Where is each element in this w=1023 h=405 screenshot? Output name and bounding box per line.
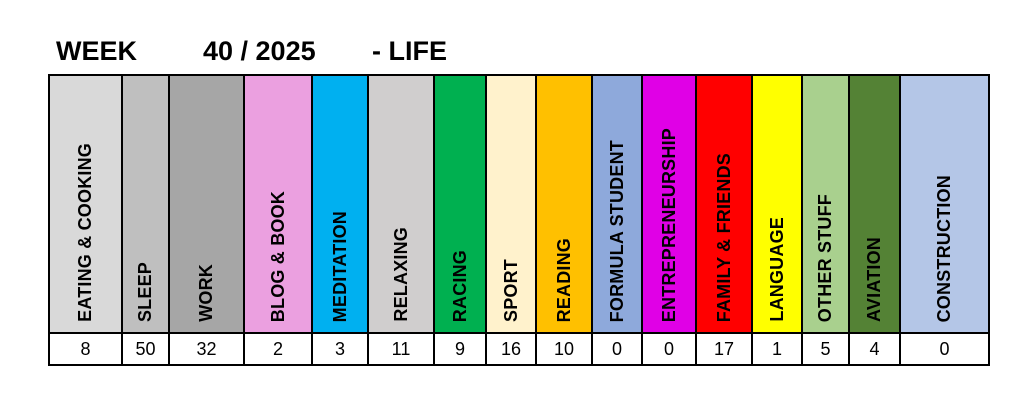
value-cell-sport: 16 (485, 332, 537, 366)
category-label: WORK (196, 264, 216, 322)
value-cell-other-stuff: 5 (801, 332, 850, 366)
value-cell-sleep: 50 (121, 332, 170, 366)
category-cell-sport: SPORT (485, 74, 537, 334)
category-label: AVIATION (864, 237, 884, 322)
value-cell-blog-book: 2 (243, 332, 313, 366)
category-label: OTHER STUFF (815, 193, 835, 322)
value-cell-aviation: 4 (848, 332, 901, 366)
category-cell-family-friends: FAMILY & FRIENDS (695, 74, 753, 334)
value-cell-work: 32 (168, 332, 245, 366)
week-number: 40 / 2025 (203, 36, 316, 66)
category-label: SLEEP (135, 261, 155, 322)
category-header-row: EATING & COOKING SLEEP WORK BLOG & BOOK … (48, 74, 990, 334)
category-table: EATING & COOKING SLEEP WORK BLOG & BOOK … (48, 74, 990, 366)
category-label: BLOG & BOOK (267, 190, 288, 322)
category-label: CONSTRUCTION (934, 174, 954, 322)
category-label: READING (553, 237, 574, 322)
category-cell-formula-student: FORMULA STUDENT (591, 74, 643, 334)
category-label: FAMILY & FRIENDS (713, 152, 734, 322)
category-label: EATING & COOKING (75, 143, 95, 322)
category-cell-sleep: SLEEP (121, 74, 170, 334)
value-row: 8 50 32 2 3 11 9 16 10 0 0 17 1 5 4 0 (48, 332, 990, 366)
category-cell-aviation: AVIATION (848, 74, 901, 334)
category-label: LANGUAGE (766, 217, 787, 322)
value-cell-reading: 10 (535, 332, 593, 366)
category-cell-work: WORK (168, 74, 245, 334)
value-cell-entrepreneurship: 0 (641, 332, 697, 366)
category-cell-eating-cooking: EATING & COOKING (48, 74, 123, 334)
category-cell-other-stuff: OTHER STUFF (801, 74, 850, 334)
life-time-table: EATING & COOKING SLEEP WORK BLOG & BOOK … (48, 74, 990, 368)
value-cell-eating-cooking: 8 (48, 332, 123, 366)
category-cell-construction: CONSTRUCTION (899, 74, 990, 334)
category-cell-language: LANGUAGE (751, 74, 803, 334)
category-label: RELAXING (390, 227, 411, 322)
value-cell-meditation: 3 (311, 332, 369, 366)
value-cell-racing: 9 (433, 332, 487, 366)
value-cell-family-friends: 17 (695, 332, 753, 366)
category-label: FORMULA STUDENT (606, 139, 627, 322)
value-cell-construction: 0 (899, 332, 990, 366)
category-cell-reading: READING (535, 74, 593, 334)
category-cell-relaxing: RELAXING (367, 74, 435, 334)
category-cell-racing: RACING (433, 74, 487, 334)
category-cell-blog-book: BLOG & BOOK (243, 74, 313, 334)
category-label: ENTREPRENEURSHIP (658, 127, 679, 322)
category-label: MEDITATION (329, 210, 350, 322)
category-cell-meditation: MEDITATION (311, 74, 369, 334)
category-label: SPORT (500, 258, 521, 322)
section-title: - LIFE (372, 36, 447, 66)
category-cell-entrepreneurship: ENTREPRENEURSHIP (641, 74, 697, 334)
value-cell-language: 1 (751, 332, 803, 366)
week-label: WEEK (56, 36, 137, 66)
category-label: RACING (449, 249, 470, 322)
value-cell-formula-student: 0 (591, 332, 643, 366)
value-cell-relaxing: 11 (367, 332, 435, 366)
